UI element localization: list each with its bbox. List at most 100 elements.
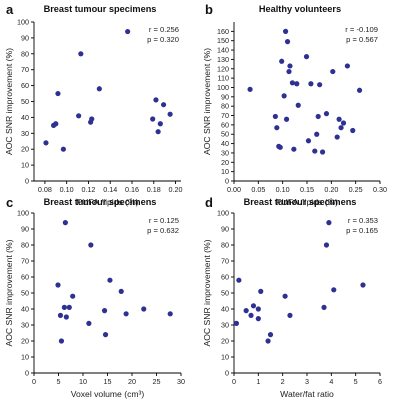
data-point — [86, 320, 92, 326]
data-point — [279, 58, 285, 64]
stat-r: r = 0.256 — [149, 25, 179, 34]
data-point — [118, 288, 124, 294]
y-tick-label: 10 — [21, 161, 29, 170]
data-point — [96, 86, 102, 92]
x-tick-label: 0 — [232, 377, 236, 386]
x-tick-label: 2 — [281, 377, 285, 386]
data-point — [70, 293, 76, 299]
data-point — [102, 332, 109, 338]
y-tick-label: 60 — [21, 81, 29, 90]
y-tick-label: 40 — [21, 305, 29, 314]
y-tick-label: 150 — [217, 36, 229, 45]
stat-r: r = 0.125 — [149, 216, 179, 225]
data-point — [258, 288, 264, 294]
y-tick-label: 50 — [21, 289, 29, 298]
y-tick-label: 30 — [221, 321, 229, 330]
y-tick-label: 120 — [217, 64, 229, 73]
data-point — [289, 80, 295, 86]
y-axis-title: AOC SNR improvement (%) — [4, 239, 14, 346]
y-tick-label: 130 — [217, 55, 229, 64]
y-tick-label: 0 — [225, 369, 229, 378]
stat-p: p = 0.165 — [346, 226, 378, 235]
data-point — [255, 316, 261, 322]
panel-letter: b — [205, 2, 213, 17]
data-point — [317, 82, 323, 88]
data-point — [155, 129, 161, 135]
data-point — [55, 282, 61, 288]
stat-p: p = 0.567 — [346, 35, 378, 44]
axes — [233, 213, 380, 374]
data-point — [321, 304, 327, 310]
y-tick-label: 90 — [221, 225, 229, 234]
y-tick-label: 20 — [21, 145, 29, 154]
x-axis-title: Water/fat ratio — [280, 389, 334, 399]
y-tick-label: 40 — [21, 113, 29, 122]
y-tick-label: 70 — [21, 65, 29, 74]
y-tick-label: 80 — [221, 102, 229, 111]
y-tick-label: 70 — [221, 111, 229, 120]
y-tick-label: 60 — [21, 273, 29, 282]
x-tick-label: 0.20 — [169, 185, 183, 194]
data-point — [282, 28, 289, 34]
data-point — [267, 332, 274, 338]
data-point — [360, 282, 366, 288]
axes — [33, 213, 181, 374]
x-tick-label: 25 — [153, 377, 161, 386]
x-tick-label: 0.08 — [38, 185, 52, 194]
data-point — [312, 148, 318, 154]
data-point — [315, 113, 321, 120]
y-tick-label: 70 — [221, 257, 229, 266]
stat-r: r = 0.353 — [348, 216, 378, 225]
x-tick-label: 0.18 — [147, 185, 161, 194]
x-tick-label: 4 — [329, 377, 333, 386]
y-tick-label: 100 — [217, 83, 229, 92]
data-point — [150, 116, 156, 122]
y-tick-label: 100 — [217, 209, 229, 218]
x-tick-label: 0.00 — [227, 185, 241, 194]
data-point — [125, 28, 131, 35]
y-tick-label: 10 — [21, 353, 29, 362]
x-tick-label: 30 — [177, 377, 185, 386]
panel-title: Breast tumour specimens — [244, 197, 357, 207]
y-tick-label: 0 — [25, 369, 29, 378]
data-point — [291, 146, 297, 152]
stat-r: r = -0.109 — [345, 25, 378, 34]
x-tick-label: 0.12 — [81, 185, 95, 194]
data-point — [167, 311, 173, 317]
panel-a: a Breast tumour specimens 0.08 0.10 0.12 0.14… — [4, 2, 183, 207]
data-point — [303, 54, 310, 60]
y-tick-label: 100 — [17, 18, 29, 27]
panel-b: b Healthy volunteers 0.00 0.05 0.10 0.15 0.20 0… — [202, 2, 387, 207]
data-point — [60, 146, 66, 152]
data-point — [323, 111, 330, 117]
data-point — [334, 134, 340, 140]
data-point — [76, 113, 82, 119]
data-point — [101, 308, 108, 314]
axes — [233, 22, 380, 182]
x-tick-label: 1 — [256, 377, 260, 386]
y-tick-label: 60 — [221, 273, 229, 282]
y-tick-label: 30 — [21, 321, 29, 330]
y-tick-label: 80 — [21, 49, 29, 58]
y-tick-label: 40 — [221, 139, 229, 148]
data-point — [89, 116, 95, 122]
x-axis-title: PUFA /lipids (%) — [76, 197, 138, 207]
data-point — [61, 304, 67, 310]
x-tick-label: 3 — [305, 377, 309, 386]
data-point — [63, 314, 69, 320]
data-point — [295, 102, 301, 108]
x-tick-label: 0.20 — [324, 185, 338, 194]
y-tick-label: 0 — [225, 177, 229, 186]
data-point — [283, 116, 290, 122]
data-point — [326, 220, 332, 226]
y-tick-label: 90 — [221, 92, 229, 101]
data-point — [284, 39, 291, 45]
data-point — [319, 149, 326, 155]
data-point — [331, 287, 337, 293]
x-tick-label: 0.14 — [103, 185, 117, 194]
y-tick-label: 50 — [221, 289, 229, 298]
data-point — [55, 90, 61, 97]
data-point — [305, 138, 312, 144]
data-point — [78, 51, 84, 57]
